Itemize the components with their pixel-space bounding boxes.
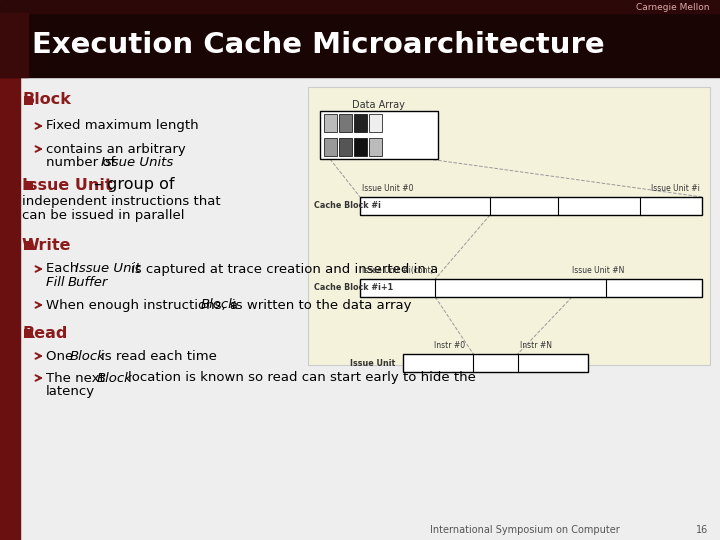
Text: Issue Unit: Issue Unit [22,178,112,192]
Text: Issue Unit #i(cont): Issue Unit #i(cont) [362,266,433,275]
Text: Fill: Fill [46,276,68,289]
Text: contains an arbitrary: contains an arbitrary [46,143,186,156]
Text: Issue Unit #0: Issue Unit #0 [362,184,413,193]
Bar [324,138,337,156]
Text: Block: Block [70,349,106,362]
Bar [320,111,438,159]
Text: Issue Unit: Issue Unit [75,262,140,275]
Text: Issue Unit: Issue Unit [350,359,395,368]
Bar [24,96,32,105]
Text: Cache Block #i+1: Cache Block #i+1 [314,284,393,293]
Bar [0,0,720,13]
Bar [0,77,20,540]
Text: Write: Write [22,238,71,253]
Text: Issue Unit #i: Issue Unit #i [651,184,700,193]
Bar [354,114,367,132]
Bar [339,114,352,132]
Bar [324,114,337,132]
Text: Buffer: Buffer [68,276,109,289]
Text: Issue Unit #N: Issue Unit #N [572,266,624,275]
Text: Each: Each [46,262,83,275]
Bar [308,87,710,365]
Bar [24,240,32,249]
Bar [360,279,702,297]
Text: Instr #0: Instr #0 [433,341,465,350]
Text: Cache Block #i: Cache Block #i [314,201,381,211]
Bar [24,328,32,338]
Bar [354,138,367,156]
Bar [339,138,352,156]
Bar [0,77,720,540]
Text: Read: Read [22,326,68,341]
Text: is captured at trace creation and inserted in a: is captured at trace creation and insert… [131,262,438,275]
Bar [0,13,720,77]
Text: Block: Block [22,92,71,107]
Bar [369,138,382,156]
Text: 16: 16 [696,525,708,535]
Text: Carnegie Mellon: Carnegie Mellon [636,3,710,11]
Text: Issue Units: Issue Units [101,157,174,170]
Text: Data Array: Data Array [351,100,405,110]
Text: Instr #N: Instr #N [521,341,552,350]
Text: Execution Cache Microarchitecture: Execution Cache Microarchitecture [32,31,605,59]
Text: Block: Block [97,372,132,384]
Text: The next: The next [46,372,109,384]
Bar [369,114,382,132]
Text: – group of: – group of [94,178,174,192]
Text: Block: Block [201,299,237,312]
Text: One: One [46,349,78,362]
Bar [360,197,702,215]
Bar [0,13,28,77]
Text: is written to the data array: is written to the data array [232,299,412,312]
Text: Fixed maximum length: Fixed maximum length [46,119,199,132]
Text: When enough instructions, a: When enough instructions, a [46,299,242,312]
Bar [24,180,32,190]
Text: can be issued in parallel: can be issued in parallel [22,208,184,221]
Text: latency: latency [46,386,95,399]
Bar [403,354,588,372]
Text: location is known so read can start early to hide the: location is known so read can start earl… [128,372,476,384]
Text: number of: number of [46,157,120,170]
Text: is read each time: is read each time [101,349,217,362]
Text: International Symposium on Computer: International Symposium on Computer [430,525,620,535]
Text: independent instructions that: independent instructions that [22,194,220,207]
